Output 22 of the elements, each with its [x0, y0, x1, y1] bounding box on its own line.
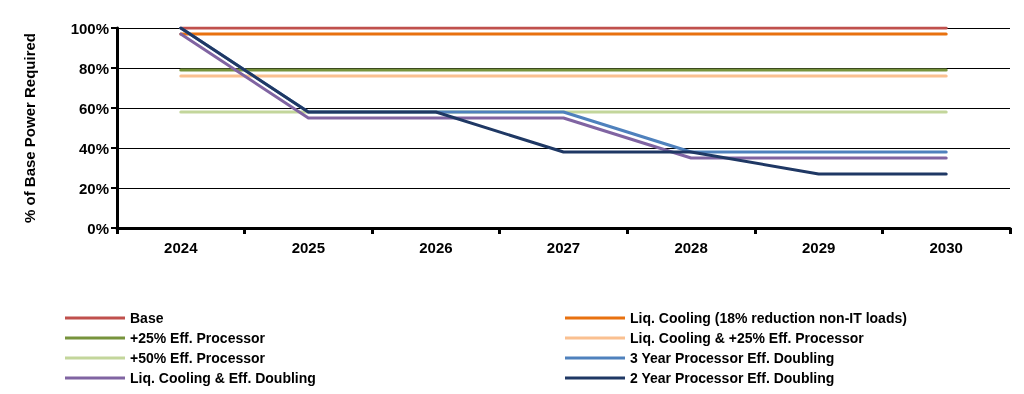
y-tick-label: 20% — [78, 179, 109, 197]
y-tick-label: 60% — [78, 99, 109, 117]
y-tick-label: 80% — [78, 59, 109, 77]
x-tick-label: 2025 — [291, 239, 326, 256]
legend-label: Liq. Cooling & +25% Eff. Processor — [630, 330, 865, 346]
legend-label: 3 Year Processor Eff. Doubling — [630, 350, 835, 366]
legend-label: +25% Eff. Processor — [130, 330, 266, 346]
x-tick-label: 2029 — [801, 239, 836, 256]
legend-label: Base — [130, 310, 164, 326]
legend-label: Liq. Cooling & Eff. Doubling — [130, 370, 316, 386]
legend-label: +50% Eff. Processor — [130, 350, 266, 366]
legend-label: 2 Year Processor Eff. Doubling — [630, 370, 835, 386]
y-tick-label: 0% — [87, 219, 109, 237]
y-axis-title: % of Base Power Required — [21, 32, 38, 224]
y-tick-label: 40% — [78, 139, 109, 157]
legend-label: Liq. Cooling (18% reduction non-IT loads) — [630, 310, 907, 326]
x-tick-label: 2030 — [929, 239, 963, 256]
x-tick-label: 2028 — [674, 239, 708, 256]
x-tick-label: 2027 — [546, 239, 581, 256]
x-tick-label: 2026 — [419, 239, 453, 256]
y-tick-label: 100% — [70, 19, 109, 37]
x-tick-label: 2024 — [164, 239, 199, 256]
